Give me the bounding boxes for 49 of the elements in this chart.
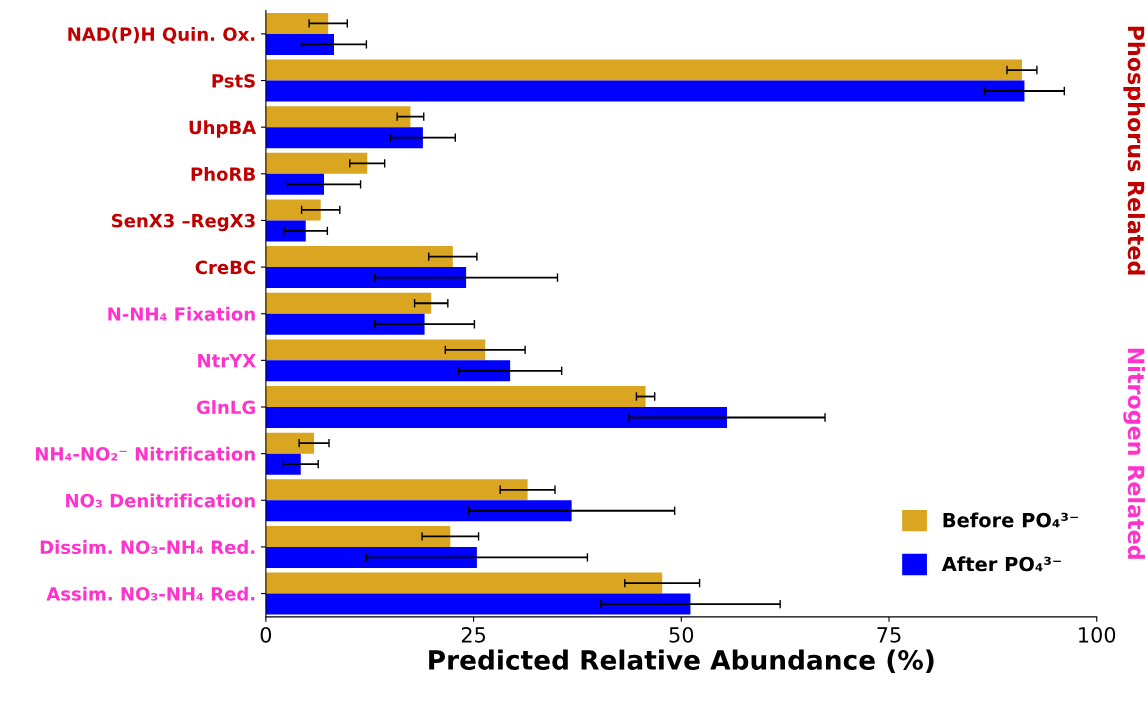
x-tick-label: 0 bbox=[260, 626, 272, 643]
x-tick-label: 75 bbox=[877, 627, 901, 643]
bar bbox=[265, 432, 315, 454]
bar bbox=[265, 127, 423, 149]
x-tick-label: 100 bbox=[1079, 626, 1116, 643]
y-tick-label: UhpBA bbox=[189, 120, 257, 138]
bar bbox=[265, 479, 528, 501]
bar bbox=[265, 407, 727, 428]
y-tick-label: GlnLG bbox=[196, 400, 255, 415]
y-tick-label: CreBC bbox=[195, 260, 255, 275]
y-tick-label: PhoRB bbox=[191, 166, 255, 181]
bar bbox=[265, 339, 486, 361]
bar bbox=[265, 572, 663, 594]
bar bbox=[265, 313, 425, 335]
x-tick-label: 25 bbox=[461, 626, 486, 643]
bar bbox=[265, 360, 511, 382]
legend-label: After PO₄³⁻ bbox=[941, 556, 1061, 572]
x-tick-label: 50 bbox=[669, 626, 694, 643]
bar bbox=[265, 12, 329, 34]
bar bbox=[265, 386, 646, 407]
bar bbox=[265, 33, 334, 55]
bar bbox=[265, 173, 325, 195]
bar bbox=[265, 525, 451, 547]
y-tick-label: NH₄-NO₂⁻ Nitrification bbox=[35, 446, 255, 461]
bar bbox=[265, 106, 411, 128]
bar bbox=[265, 453, 301, 475]
y-tick-label: Dissim. NO₃-NH₄ Red. bbox=[40, 540, 255, 555]
bar bbox=[265, 199, 321, 221]
bar bbox=[265, 80, 1025, 102]
bar bbox=[265, 292, 432, 314]
y-tick-label: N-NH₄ Fixation bbox=[108, 306, 255, 321]
legend-label: Before PO₄³⁻ bbox=[943, 512, 1078, 528]
bar bbox=[265, 59, 1022, 81]
bar bbox=[265, 546, 477, 568]
bar bbox=[265, 246, 453, 268]
y-tick-label: PstS bbox=[212, 73, 255, 88]
y-tick-label: SenX3 –RegX3 bbox=[111, 213, 255, 232]
bar bbox=[265, 220, 306, 242]
y-tick-label: NtrYX bbox=[198, 354, 256, 368]
bar bbox=[265, 152, 368, 174]
x-axis-title: Predicted Relative Abundance (%) bbox=[429, 649, 934, 674]
text: Phosphorus Related bbox=[1123, 26, 1145, 275]
bar bbox=[265, 500, 572, 522]
y-tick-label: NAD(P)H Quin. Ox. bbox=[68, 27, 255, 44]
bar bbox=[265, 267, 467, 289]
y-tick-label: Assim. NO₃-NH₄ Red. bbox=[46, 586, 255, 601]
bar bbox=[265, 593, 691, 615]
text: Nitrogen Related bbox=[1123, 348, 1145, 559]
y-tick-label: NO₃ Denitrification bbox=[66, 493, 255, 508]
